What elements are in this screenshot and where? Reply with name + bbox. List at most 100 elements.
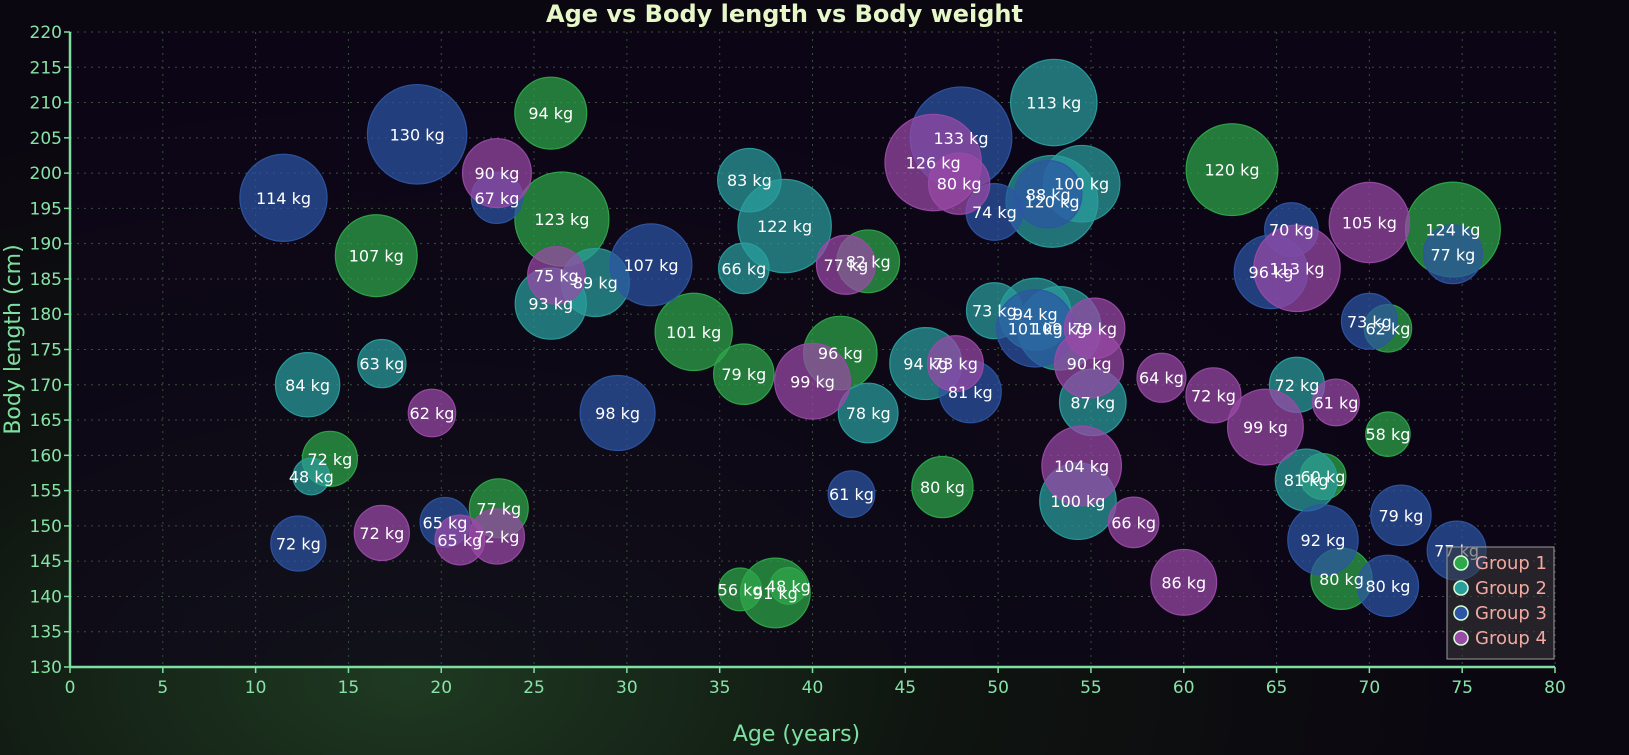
bubble-label: 48 kg xyxy=(766,577,811,596)
bubble xyxy=(815,234,876,295)
bubble-label: 101 kg xyxy=(1008,319,1063,338)
bubble-label: 77 kg xyxy=(1430,245,1475,264)
x-tick-label: 40 xyxy=(802,678,824,698)
y-tick-label: 150 xyxy=(30,517,62,537)
bubble xyxy=(1328,181,1411,264)
bubble-label: 58 kg xyxy=(1366,425,1411,444)
bubble-label: 90 kg xyxy=(1067,355,1112,374)
bubble-label: 107 kg xyxy=(623,256,678,275)
y-axis-title: Body length (cm) xyxy=(1,244,26,434)
bubble-label-layer: 94 kg 123 kg 107 kg 72 kg 77 kg 101 kg 79 kg 91… xyxy=(256,94,1480,603)
bubble-label: 80 kg xyxy=(920,478,965,497)
bubble-label: 80 kg xyxy=(937,175,982,194)
bubble-label: 82 kg xyxy=(846,252,891,271)
bubble-label: 90 kg xyxy=(475,164,520,183)
bubble-label: 72 kg xyxy=(1275,376,1320,395)
bubble-label: 66 kg xyxy=(721,259,766,278)
bubble-label: 114 kg xyxy=(256,189,311,208)
y-tick-label: 200 xyxy=(30,164,62,184)
y-tick-label: 180 xyxy=(30,305,62,325)
bubble-label: 100 kg xyxy=(1050,492,1105,511)
x-tick-label: 80 xyxy=(1544,678,1566,698)
bubble-label: 62 kg xyxy=(1366,319,1411,338)
x-tick-label: 75 xyxy=(1451,678,1473,698)
legend-swatch xyxy=(1453,605,1469,621)
bubble-label: 72 kg xyxy=(276,535,321,554)
axes: 0 5 10 15 20 25 30 35 40 45 50 55 60 65 70 75 80 130 135 14… xyxy=(30,23,1566,698)
bubble-label: 67 kg xyxy=(475,189,520,208)
bubble xyxy=(609,223,693,307)
x-axis-title: Age (years) xyxy=(733,722,860,747)
bubble-label: 84 kg xyxy=(285,376,330,395)
bubble-label: 96 kg xyxy=(1249,263,1294,282)
bubble-label: 70 kg xyxy=(1269,221,1314,240)
x-tick-label: 60 xyxy=(1173,678,1195,698)
y-tick-label: 140 xyxy=(30,587,62,607)
bubble-label: 126 kg xyxy=(906,154,961,173)
bubble-label: 61 kg xyxy=(829,485,874,504)
bubble-label: 92 kg xyxy=(1301,531,1346,550)
bubble xyxy=(1185,123,1279,217)
chart-title: Age vs Body length vs Body weight xyxy=(546,0,1023,28)
bubble xyxy=(1185,367,1242,424)
bubble xyxy=(1287,504,1359,576)
bubble-label: 87 kg xyxy=(1070,393,1115,412)
bubble-layer xyxy=(239,58,1501,629)
bubble xyxy=(366,83,468,185)
bubble-label: 109 kg xyxy=(1032,319,1087,338)
bubble-label: 96 kg xyxy=(818,344,863,363)
bubble-label: 73 kg xyxy=(933,355,978,374)
bubble xyxy=(827,470,876,519)
series-1-labels: 94 kg 123 kg 107 kg 72 kg 77 kg 101 kg 79 kg 91… xyxy=(307,104,1480,603)
bubble-label: 113 kg xyxy=(1026,94,1081,113)
bubble-label: 80 kg xyxy=(1366,577,1411,596)
bubble-label: 88 kg xyxy=(1026,185,1071,204)
bubble-label: 93 kg xyxy=(528,295,573,314)
bubble xyxy=(468,508,526,565)
y-tick-label: 155 xyxy=(30,482,62,502)
bubble-label: 62 kg xyxy=(410,404,455,423)
y-tick-label: 135 xyxy=(30,623,62,643)
bubble-label: 91 kg xyxy=(753,584,798,603)
bubble-label: 120 kg xyxy=(1204,161,1259,180)
y-tick-label: 210 xyxy=(30,94,62,114)
bubble xyxy=(357,338,407,389)
bubble-label: 101 kg xyxy=(666,323,721,342)
bubble xyxy=(1422,224,1483,285)
bubble xyxy=(1009,58,1098,147)
legend-label: Group 2 xyxy=(1475,578,1547,599)
x-tick-label: 15 xyxy=(338,678,360,698)
bubble-label: 104 kg xyxy=(1054,457,1109,476)
bubble-label: 65 kg xyxy=(437,531,482,550)
bubble-label: 81 kg xyxy=(1284,471,1329,490)
bubble xyxy=(1356,554,1420,618)
x-tick-label: 50 xyxy=(987,678,1009,698)
bubble xyxy=(1107,496,1160,549)
bubble xyxy=(717,242,770,295)
y-tick-label: 195 xyxy=(30,199,62,219)
bubble-label: 63 kg xyxy=(359,355,404,374)
x-tick-label: 0 xyxy=(65,678,76,698)
legend-label: Group 1 xyxy=(1475,553,1547,574)
bubble-label: 123 kg xyxy=(534,210,589,229)
bubble xyxy=(1136,352,1187,403)
bubble-label: 81 kg xyxy=(948,383,993,402)
x-tick-label: 55 xyxy=(1080,678,1102,698)
bubble-label: 65 kg xyxy=(423,513,468,532)
bubble xyxy=(774,342,851,420)
bubble xyxy=(292,457,331,496)
y-tick-label: 130 xyxy=(30,658,62,678)
x-tick-label: 10 xyxy=(245,678,267,698)
y-tick-label: 215 xyxy=(30,58,62,78)
bubble-label: 105 kg xyxy=(1342,214,1397,233)
y-tick-label: 190 xyxy=(30,235,62,255)
bubble-label: 66 kg xyxy=(1111,513,1156,532)
bubble-label: 107 kg xyxy=(349,247,404,266)
bubble xyxy=(579,374,656,452)
bubble-label: 74 kg xyxy=(972,203,1017,222)
y-tick-label: 205 xyxy=(30,129,62,149)
bubble xyxy=(1253,224,1341,313)
bubble xyxy=(527,246,586,305)
